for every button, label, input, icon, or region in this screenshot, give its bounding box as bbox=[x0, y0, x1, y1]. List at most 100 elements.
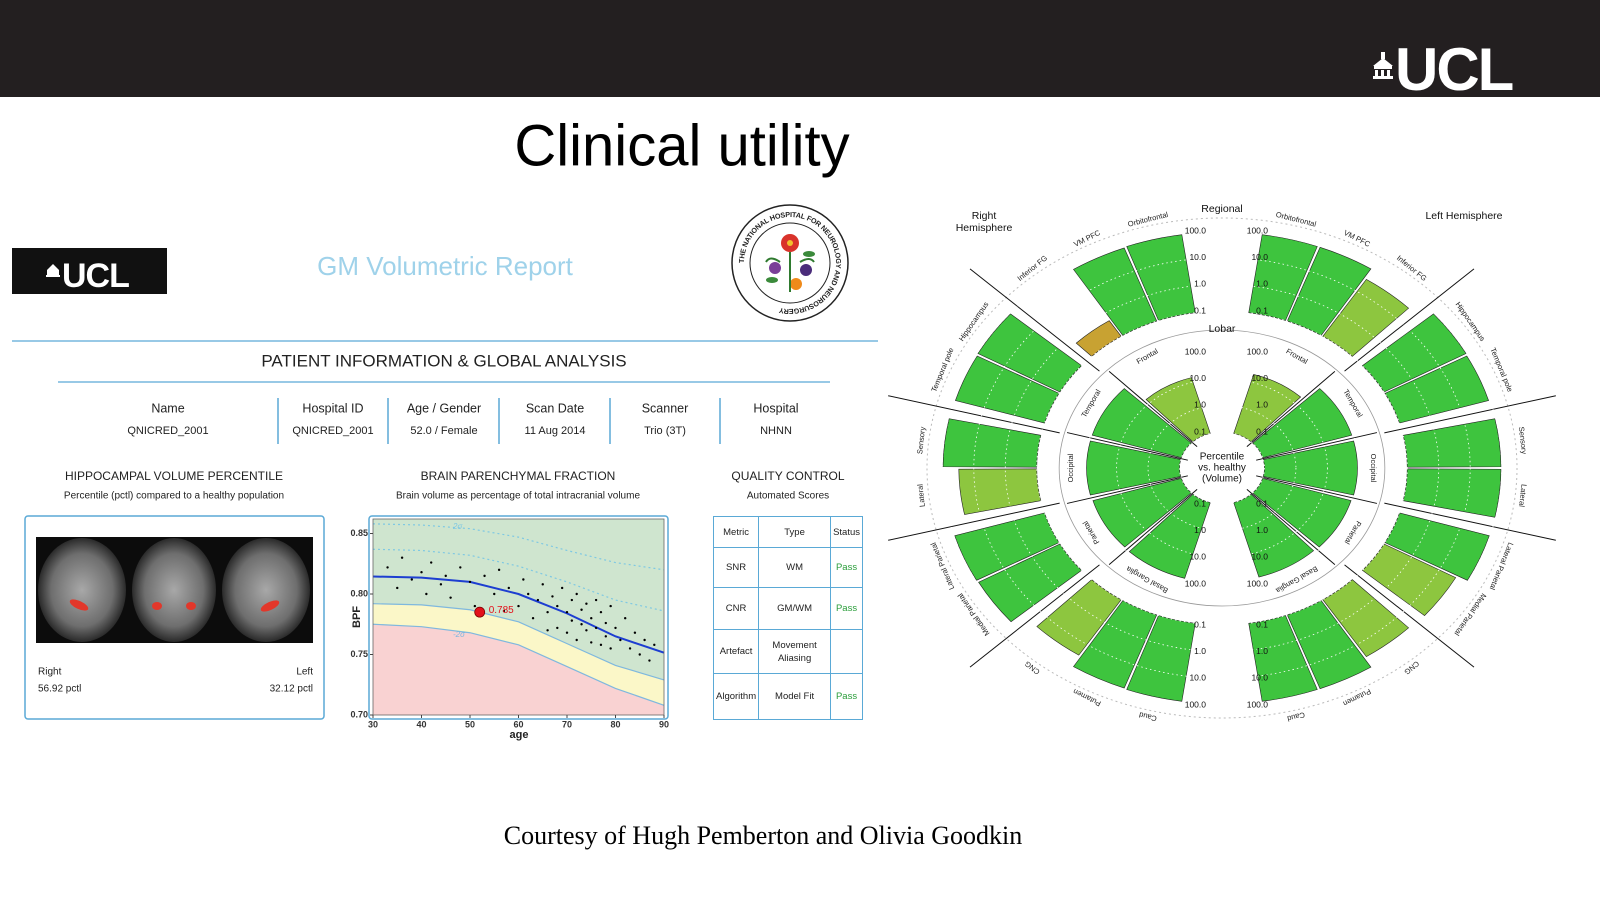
quality-cell: Movement Aliasing bbox=[758, 629, 832, 674]
lobe-label: Temporal bbox=[1079, 387, 1102, 418]
quality-row: Algorithm Model Fit Pass bbox=[712, 673, 863, 720]
ucl-portico bbox=[1373, 52, 1393, 79]
data-point bbox=[473, 604, 477, 608]
regional-bar bbox=[958, 468, 1042, 515]
r-tick-label: 100.0 bbox=[1185, 699, 1207, 709]
quality-header-row: Metric Type Status bbox=[712, 516, 863, 548]
lobar-bar bbox=[1262, 440, 1358, 496]
mri-slices bbox=[38, 538, 310, 642]
report-logo: UCL bbox=[62, 257, 129, 295]
data-point bbox=[585, 629, 588, 632]
r-tick-label: 1.0 bbox=[1256, 646, 1268, 656]
curve bbox=[372, 603, 665, 681]
r-tick-label: 100.0 bbox=[1247, 578, 1269, 588]
quality-cell: Artefact bbox=[712, 629, 760, 674]
patient-table: Name QNICRED_2001 Hospital ID QNICRED_2001 A… bbox=[127, 401, 798, 437]
data-point bbox=[459, 566, 462, 569]
hippocampal-left-label: Left bbox=[296, 667, 313, 678]
patient-value: 11 Aug 2014 bbox=[525, 425, 586, 437]
data-point bbox=[570, 619, 574, 622]
data-point bbox=[507, 586, 510, 590]
quality-cell: SNR bbox=[712, 547, 760, 588]
r-tick-label: 0.1 bbox=[1194, 498, 1206, 508]
region-label: Temporal pole bbox=[1488, 346, 1514, 393]
quality-cell: Pass bbox=[830, 587, 863, 630]
patient-header: Age / Gender bbox=[407, 401, 481, 415]
regional-bar bbox=[1384, 512, 1490, 581]
regional-bar bbox=[1286, 600, 1372, 690]
data-point bbox=[604, 635, 607, 638]
hemisphere-name: Right Hemisphere bbox=[955, 210, 1013, 234]
subject-label: 0.785 bbox=[489, 605, 514, 616]
lobar-bar bbox=[1233, 493, 1315, 578]
data-point bbox=[420, 571, 423, 574]
r-tick-label: 10.0 bbox=[1251, 552, 1268, 562]
regional-bar bbox=[1036, 579, 1122, 656]
data-point bbox=[536, 598, 540, 602]
quality-title: QUALITY CONTROL bbox=[731, 469, 844, 483]
region-label: Caud bbox=[1138, 710, 1158, 723]
lobe-label: Parietal bbox=[1343, 519, 1364, 546]
regional-bar bbox=[1248, 615, 1318, 702]
hippocampal-right-label: Right bbox=[38, 667, 62, 678]
data-point bbox=[551, 595, 554, 598]
data-point bbox=[541, 583, 544, 586]
regional-separator bbox=[1384, 502, 1556, 541]
quality-header: Type bbox=[758, 516, 832, 548]
patient-value: QNICRED_2001 bbox=[127, 425, 208, 437]
r-tick-label: 1.0 bbox=[1194, 279, 1206, 289]
region-label: Inferior FG bbox=[1395, 253, 1429, 283]
seal-flowers bbox=[765, 234, 815, 292]
curve bbox=[372, 548, 665, 612]
data-point bbox=[410, 578, 413, 581]
patient-header: Scanner bbox=[642, 401, 689, 415]
annotation: 2σ bbox=[452, 522, 463, 531]
r-tick-label: 10.0 bbox=[1251, 373, 1268, 383]
patient-value: Trio (3T) bbox=[644, 425, 686, 437]
r-tick-label: 100.0 bbox=[1247, 699, 1269, 709]
data-point bbox=[575, 592, 578, 596]
data-point bbox=[400, 556, 404, 559]
data-point bbox=[556, 604, 559, 608]
regional-bar bbox=[954, 512, 1060, 581]
bpf-subtitle: Brain volume as percentage of total intr… bbox=[396, 491, 640, 502]
regional-bar bbox=[942, 418, 1042, 468]
outer-ring bbox=[926, 217, 1518, 719]
regional-separator bbox=[1384, 395, 1556, 434]
regional-bar bbox=[977, 313, 1083, 393]
region-label: Lateral bbox=[915, 483, 926, 507]
quality-header: Metric bbox=[712, 516, 760, 548]
r-tick-label: 0.1 bbox=[1256, 619, 1268, 629]
ring-tick bbox=[1116, 378, 1328, 558]
region-label: Hippocampus bbox=[1454, 300, 1488, 343]
y-tick-label: 0.70 bbox=[350, 709, 368, 719]
center-label: Percentile bbox=[1200, 452, 1245, 463]
lobar-separator bbox=[1256, 475, 1378, 504]
r-tick-label: 10.0 bbox=[1251, 252, 1268, 262]
hippocampal-left-value: 32.12 pctl bbox=[270, 684, 313, 695]
lobe-label: Temporal bbox=[1341, 388, 1364, 419]
region-label: Caud bbox=[1286, 710, 1306, 723]
lobar-bar bbox=[1092, 477, 1192, 548]
quality-cell: Pass bbox=[830, 673, 863, 720]
ring-tick bbox=[1084, 351, 1360, 585]
region-label: Temporal pole bbox=[929, 346, 955, 393]
data-point bbox=[619, 638, 622, 642]
bpf-title: BRAIN PARENCHYMAL FRACTION bbox=[421, 469, 616, 483]
center-label: (Volume) bbox=[1202, 474, 1242, 485]
y-tick-label: 0.80 bbox=[350, 588, 368, 598]
region-label: Sensory bbox=[915, 426, 927, 455]
r-tick-label: 0.1 bbox=[1194, 305, 1206, 315]
ring-tick bbox=[1004, 283, 1440, 653]
hippocampal-title: HIPPOCAMPAL VOLUME PERCENTILE bbox=[65, 469, 283, 483]
regional-separator bbox=[888, 395, 1060, 434]
regional-bar bbox=[1126, 615, 1196, 702]
data-point bbox=[483, 574, 486, 578]
regional-bar bbox=[1402, 418, 1502, 468]
quality-header: Status bbox=[830, 516, 863, 548]
x-tick-label: 60 bbox=[513, 719, 523, 729]
regional-bar bbox=[1073, 600, 1158, 689]
data-point bbox=[580, 623, 583, 626]
